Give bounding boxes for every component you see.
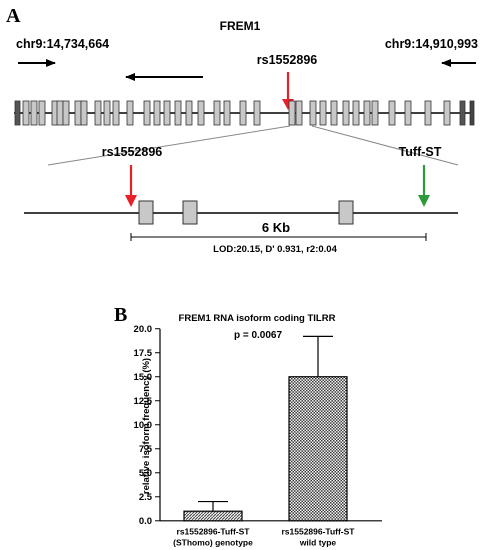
- scale-bar: [130, 233, 427, 241]
- gene-exon: [80, 100, 88, 126]
- gene-exon: [404, 100, 412, 126]
- y-tick-label: 7.5: [139, 443, 152, 454]
- gene-exon: [371, 100, 379, 126]
- gene-exon: [469, 100, 475, 126]
- gene-exon: [163, 100, 171, 126]
- gene-exon: [103, 100, 111, 126]
- gene-exon: [239, 100, 247, 126]
- bar: [183, 510, 243, 522]
- zoom-exon: [138, 200, 154, 225]
- gene-exon: [38, 100, 46, 126]
- gene-exon: [197, 100, 205, 126]
- gene-exon: [30, 100, 38, 126]
- zoom-exon: [182, 200, 198, 225]
- gene-exon: [126, 100, 134, 126]
- x-tick-label: (SThomo) genotype: [173, 537, 253, 547]
- coord-left: chr9:14,734,664: [16, 37, 109, 51]
- gene-exon: [330, 100, 338, 126]
- scale-label: 6 Kb: [262, 220, 290, 235]
- coord-right: chr9:14,910,993: [385, 37, 478, 51]
- gene-name: FREM1: [220, 19, 261, 33]
- snp-zoom-label: rs1552896: [102, 145, 163, 159]
- gene-exon: [342, 100, 350, 126]
- gene-exon: [22, 100, 30, 126]
- gene-exon: [112, 100, 120, 126]
- y-axis-label: relative isoform frequency (%): [141, 358, 152, 494]
- gene-exon: [185, 100, 193, 126]
- gene-exon: [443, 100, 451, 126]
- bar-chart: 0.0 2.5 5.0 7.5 10.0 12.5 15.0 17.5 20.0 rs155289…: [134, 323, 382, 547]
- y-tick-label: 20.0: [134, 323, 152, 334]
- gene-exon: [319, 100, 327, 126]
- zoom-line-left: [47, 125, 291, 166]
- y-tick-label: 15.0: [134, 371, 152, 382]
- gene-exon: [288, 100, 296, 126]
- gene-exon: [223, 100, 231, 126]
- red-arrow-zoom: [125, 165, 137, 207]
- gene-exon: [94, 100, 102, 126]
- y-tick-label: 12.5: [134, 395, 152, 406]
- panel-a-label: A: [6, 5, 21, 27]
- panel-b-label: B: [114, 304, 127, 326]
- gene-exon: [174, 100, 182, 126]
- y-tick-label: 0.0: [139, 515, 152, 526]
- tuff-st-label: Tuff-ST: [399, 145, 442, 159]
- gene-exon: [74, 100, 82, 126]
- gene-exon: [295, 100, 303, 126]
- y-tick-label: 10.0: [134, 419, 152, 430]
- gene-exon: [352, 100, 360, 126]
- zoom-exon: [338, 200, 354, 225]
- ld-stats: LOD:20.15, D' 0.931, r2:0.04: [213, 244, 337, 255]
- gene-exon: [459, 100, 466, 126]
- gene-exon: [363, 100, 371, 126]
- gene-exon: [424, 100, 432, 126]
- green-arrow-zoom: [418, 165, 430, 207]
- gene-exon: [213, 100, 221, 126]
- gene-exon: [143, 100, 151, 126]
- x-tick-label: rs1552896-Tuff-ST: [177, 527, 251, 537]
- x-tick-label: wild type: [299, 537, 337, 547]
- bar: [288, 376, 348, 522]
- chart-title: FREM1 RNA isoform coding TILRR: [179, 313, 336, 324]
- gene-exon: [309, 100, 317, 126]
- gene-exon: [56, 100, 64, 126]
- gene-exon: [153, 100, 161, 126]
- gene-exon: [14, 100, 21, 126]
- y-tick-label: 17.5: [134, 347, 152, 358]
- y-tick-label: 2.5: [139, 491, 152, 502]
- x-tick-label: rs1552896-Tuff-ST: [282, 527, 356, 537]
- gene-exon: [253, 100, 261, 126]
- snp-top-label: rs1552896: [257, 53, 318, 67]
- chart-subtitle: p = 0.0067: [234, 330, 283, 341]
- gene-exons: [14, 100, 475, 126]
- zoom-line-right: [311, 125, 459, 166]
- y-tick-label: 5.0: [139, 467, 152, 478]
- gene-exon: [388, 100, 396, 126]
- gene-exon: [62, 100, 70, 126]
